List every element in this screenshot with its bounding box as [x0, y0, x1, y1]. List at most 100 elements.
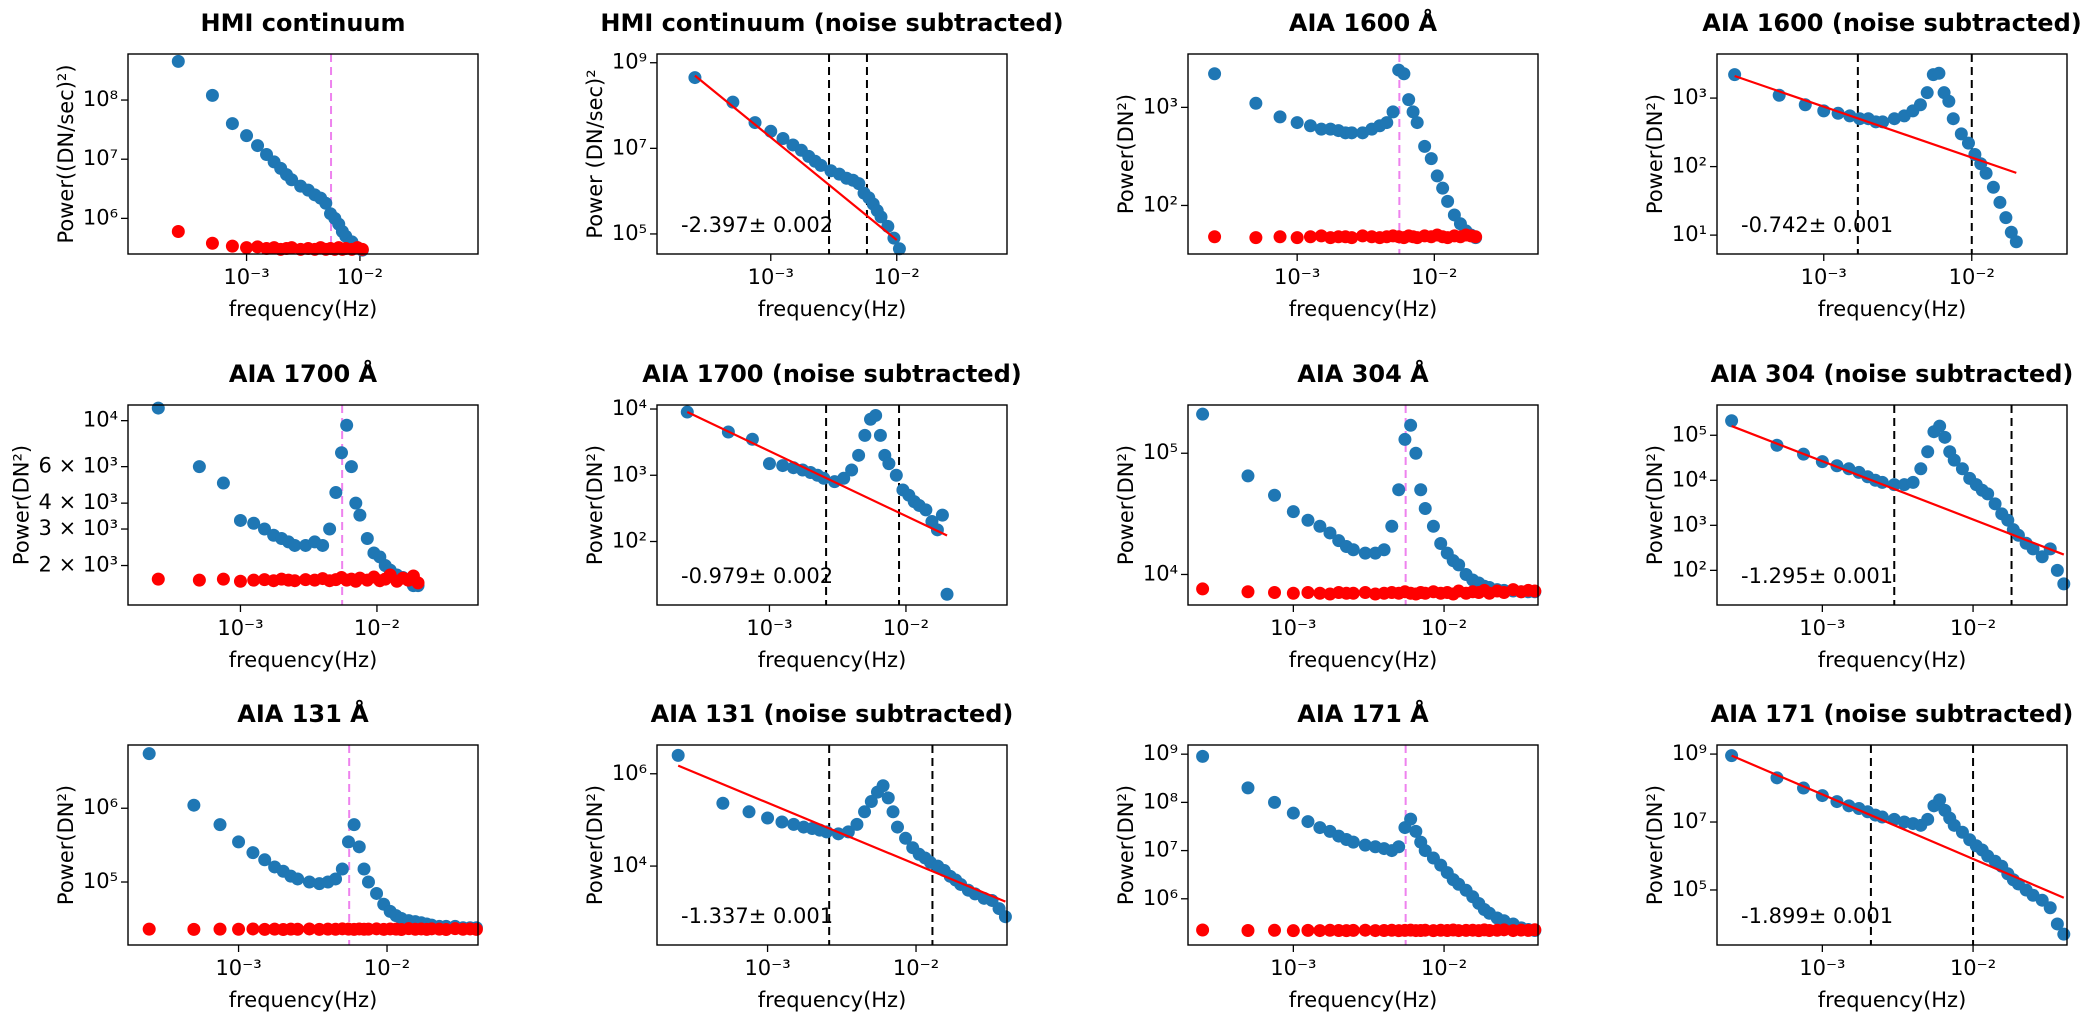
data-point: [852, 177, 866, 191]
data-point: [892, 242, 906, 256]
data-point: [742, 805, 756, 819]
data-point: [142, 747, 156, 761]
data-point: [192, 573, 206, 587]
data-point: [761, 811, 775, 825]
data-point: [302, 875, 316, 889]
data-point: [1938, 430, 1952, 444]
y-axis-label: Power(DN²): [1114, 785, 1138, 905]
data-point: [1303, 230, 1317, 244]
fit-annotation: -1.337± 0.001: [681, 904, 833, 928]
data-point: [1346, 923, 1360, 937]
data-point: [411, 576, 425, 590]
data-point: [171, 54, 185, 68]
y-tick-label: 10⁵: [612, 221, 647, 245]
data-point: [1933, 793, 1947, 807]
data-point: [1386, 105, 1400, 119]
data-point: [216, 572, 230, 586]
panel-title: AIA 1600 (noise subtracted): [1702, 9, 2081, 37]
data-point: [1946, 112, 1960, 126]
data-point: [1301, 513, 1315, 527]
data-point: [1249, 96, 1263, 110]
fit-annotation: -2.397± 0.002: [681, 213, 833, 237]
data-point: [1921, 445, 1935, 459]
data-point: [716, 796, 730, 810]
data-point: [1358, 586, 1372, 600]
data-point: [1268, 795, 1282, 809]
data-point: [258, 853, 272, 867]
data-point: [233, 574, 247, 588]
data-point: [1286, 586, 1300, 600]
data-point: [291, 872, 305, 886]
y-tick-label: 10³: [1143, 94, 1178, 118]
panel-title: AIA 304 (noise subtracted): [1711, 360, 2074, 388]
x-tick-label: 10⁻²: [1411, 265, 1457, 289]
data-point: [1436, 181, 1450, 195]
data-point: [341, 835, 355, 849]
data-point: [889, 468, 903, 482]
data-point: [302, 922, 316, 936]
data-point: [1921, 812, 1935, 826]
x-tick-label: 10⁻²: [874, 265, 920, 289]
data-point: [858, 805, 872, 819]
data-point: [1988, 497, 2002, 511]
data-point: [1196, 749, 1210, 763]
x-tick-label: 10⁻²: [354, 616, 400, 640]
data-point: [205, 236, 219, 250]
data-point: [349, 496, 363, 510]
y-tick-label: 10⁶: [83, 205, 118, 229]
x-tick-label: 10⁻²: [1421, 616, 1467, 640]
data-point: [814, 158, 828, 172]
data-point: [787, 817, 801, 831]
data-point: [1273, 110, 1287, 124]
x-axis-label: frequency(Hz): [1289, 648, 1438, 672]
data-point: [370, 886, 384, 900]
data-point: [1313, 519, 1327, 533]
y-tick-label: 10²: [1672, 154, 1707, 178]
x-axis-label: frequency(Hz): [1818, 988, 1967, 1012]
data-point: [357, 862, 371, 876]
data-point: [1404, 418, 1418, 432]
panel-title: AIA 1600 Å: [1289, 8, 1438, 37]
x-tick-label: 10⁻²: [1950, 616, 1996, 640]
fit-line: [1734, 74, 2017, 174]
data-point: [1273, 230, 1287, 244]
data-point: [233, 513, 247, 527]
data-point: [1932, 66, 1946, 80]
data-point: [1887, 812, 1901, 826]
panel: AIA 131 Å 10⁻³ 10⁻² 10⁵ 10⁶ frequency(Hz) Powe…: [54, 699, 483, 1012]
data-point: [288, 574, 302, 588]
y-tick-label: 10⁴: [83, 408, 118, 432]
panel: AIA 304 Å 10⁻³ 10⁻² 10⁴ 10⁵ frequency(Hz) Powe…: [1114, 359, 1542, 672]
data-point: [1249, 231, 1263, 245]
data-point: [1196, 407, 1210, 421]
data-point: [1906, 475, 1920, 489]
data-point: [1196, 923, 1210, 937]
data-point: [355, 242, 369, 256]
data-point: [869, 408, 883, 422]
y-tick-label: 2 × 10³: [39, 553, 118, 577]
x-axis-label: frequency(Hz): [1818, 297, 1967, 321]
y-tick-label: 10⁵: [83, 869, 118, 893]
data-point: [187, 922, 201, 936]
y-tick-label: 10³: [612, 462, 647, 486]
data-point: [1241, 781, 1255, 795]
y-tick-label: 10⁸: [1143, 789, 1178, 813]
x-tick-label: 10⁻³: [748, 265, 794, 289]
data-point: [1452, 558, 1466, 572]
y-tick-label: 10⁶: [1143, 886, 1178, 910]
data-point: [1955, 462, 1969, 476]
panel: AIA 1700 (noise subtracted) 10⁻³ 10⁻² 10² 10…: [583, 360, 1022, 672]
data-point: [216, 476, 230, 490]
data-point: [890, 820, 904, 834]
y-tick-label: 10⁹: [1672, 741, 1707, 765]
data-point: [1313, 821, 1327, 835]
panel-title: HMI continuum: [200, 9, 405, 37]
data-point: [1241, 585, 1255, 599]
data-point: [1920, 86, 1934, 100]
data-point: [1993, 195, 2007, 209]
axes-frame: [1716, 53, 2068, 255]
panel: HMI continuum 10⁻³ 10⁻² 10⁶ 10⁷ 10⁸ frequency(…: [54, 9, 479, 321]
data-point: [845, 463, 859, 477]
data-point: [2050, 563, 2064, 577]
data-point: [329, 872, 343, 886]
